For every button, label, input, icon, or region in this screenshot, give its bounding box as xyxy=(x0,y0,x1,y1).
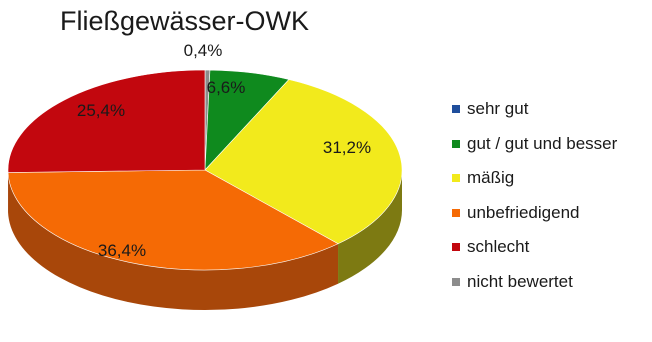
legend-label: nicht bewertet xyxy=(467,271,573,291)
pie-side-m-ig xyxy=(338,170,402,284)
legend-swatch xyxy=(452,174,460,183)
pie-slice-unbefriedigend xyxy=(7,169,339,271)
legend-label: sehr gut xyxy=(467,99,529,119)
legend-label: schlecht xyxy=(467,237,530,257)
pie-slice-m-ig xyxy=(204,79,403,245)
pie-side-unbefriedigend xyxy=(8,172,339,310)
legend-swatch xyxy=(452,277,460,286)
legend-swatch xyxy=(452,105,460,114)
legend-item-nicht-bewertet: nicht bewertet xyxy=(452,265,617,300)
pie-slice-schlecht xyxy=(7,69,206,173)
legend-item-m-ig: mäßig xyxy=(452,161,617,196)
legend-item-gut-gut-und-besser: gut / gut und besser xyxy=(452,127,617,162)
data-label-schlecht: 25,4% xyxy=(77,101,125,120)
legend-swatch xyxy=(452,208,460,217)
legend-item-sehr-gut: sehr gut xyxy=(452,92,617,127)
legend-item-unbefriedigend: unbefriedigend xyxy=(452,196,617,231)
legend-swatch xyxy=(452,139,460,148)
legend-label: mäßig xyxy=(467,168,515,188)
data-label-unbefriedigend: 36,4% xyxy=(98,241,146,260)
data-label-gut-gut-und-besser: 6,6% xyxy=(207,78,246,97)
legend-label: gut / gut und besser xyxy=(467,133,618,153)
chart-title: Fließgewässer-OWK xyxy=(60,6,310,36)
legend-label: unbefriedigend xyxy=(467,202,580,222)
legend-swatch xyxy=(452,243,460,252)
legend-item-schlecht: schlecht xyxy=(452,230,617,265)
data-label-m-ig: 31,2% xyxy=(323,138,371,157)
legend: sehr gut gut / gut und besser mäßig unbefri… xyxy=(452,92,617,299)
data-label-nicht-bewertet: 0,4% xyxy=(184,41,223,60)
